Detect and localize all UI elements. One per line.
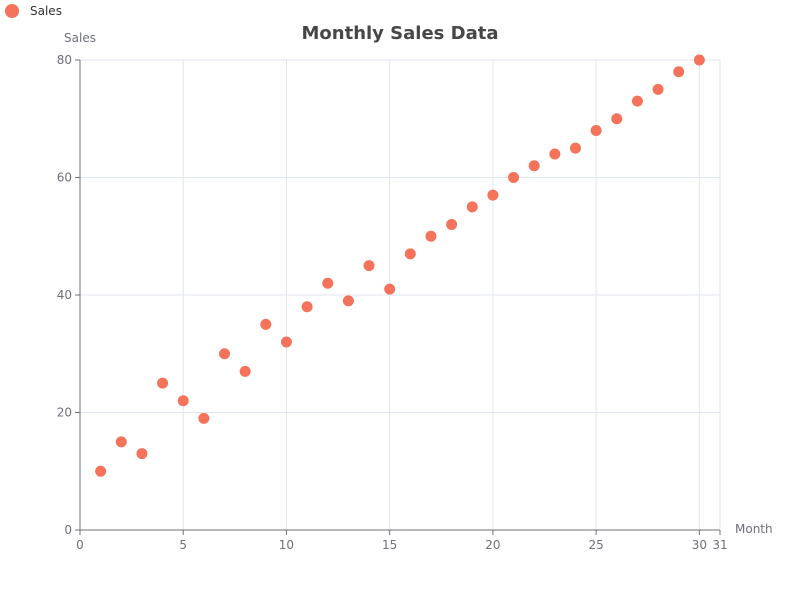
y-tick-label: 60	[57, 171, 72, 185]
x-tick-label: 30	[692, 538, 707, 552]
data-point[interactable]	[631, 95, 643, 107]
x-tick-label: 20	[485, 538, 500, 552]
data-point[interactable]	[342, 295, 354, 307]
legend-label-sales[interactable]: Sales	[30, 4, 62, 18]
data-point[interactable]	[528, 160, 540, 172]
data-point[interactable]	[322, 277, 334, 289]
axes	[75, 59, 721, 535]
data-point[interactable]	[301, 301, 313, 313]
x-tick-label: 5	[179, 538, 187, 552]
data-point[interactable]	[549, 148, 561, 160]
y-tick-label: 20	[57, 406, 72, 420]
gridlines	[80, 59, 721, 530]
data-point[interactable]	[425, 230, 437, 242]
data-point[interactable]	[260, 318, 272, 330]
data-point[interactable]	[239, 365, 251, 377]
data-point[interactable]	[136, 448, 148, 460]
y-axis-title: Sales	[64, 31, 96, 45]
data-point[interactable]	[590, 125, 602, 136]
data-point[interactable]	[446, 219, 458, 230]
legend[interactable]: Sales	[5, 4, 62, 18]
data-point[interactable]	[95, 465, 107, 477]
y-tick-label: 80	[57, 53, 72, 67]
x-tick-label: 10	[279, 538, 294, 552]
data-point[interactable]	[569, 142, 581, 154]
data-point[interactable]	[673, 66, 685, 78]
data-point[interactable]	[404, 248, 416, 260]
data-point[interactable]	[280, 336, 292, 348]
data-point[interactable]	[198, 412, 210, 424]
data-point[interactable]	[487, 189, 499, 201]
x-tick-label: 31	[712, 538, 727, 552]
chart-title: Monthly Sales Data	[302, 23, 499, 44]
data-points[interactable]	[95, 54, 705, 477]
y-tick-label: 0	[64, 523, 72, 537]
x-axis-title: Month	[735, 522, 773, 536]
data-point[interactable]	[652, 83, 664, 95]
data-point[interactable]	[384, 283, 396, 295]
data-point[interactable]	[508, 172, 520, 183]
x-tick-label: 25	[588, 538, 603, 552]
data-point[interactable]	[115, 436, 127, 448]
data-point[interactable]	[611, 113, 623, 125]
legend-marker-sales[interactable]	[5, 4, 19, 18]
data-point[interactable]	[157, 377, 169, 389]
tick-labels: 0 20 40 60 80 0 5 10 15 20 25 30 31	[57, 53, 728, 552]
data-point[interactable]	[219, 348, 231, 360]
data-point[interactable]	[466, 201, 478, 213]
x-tick-label: 15	[382, 538, 397, 552]
x-tick-label: 0	[76, 538, 84, 552]
data-point[interactable]	[363, 260, 375, 272]
data-point[interactable]	[693, 54, 705, 66]
data-point[interactable]	[177, 395, 189, 407]
y-tick-label: 40	[57, 288, 72, 302]
